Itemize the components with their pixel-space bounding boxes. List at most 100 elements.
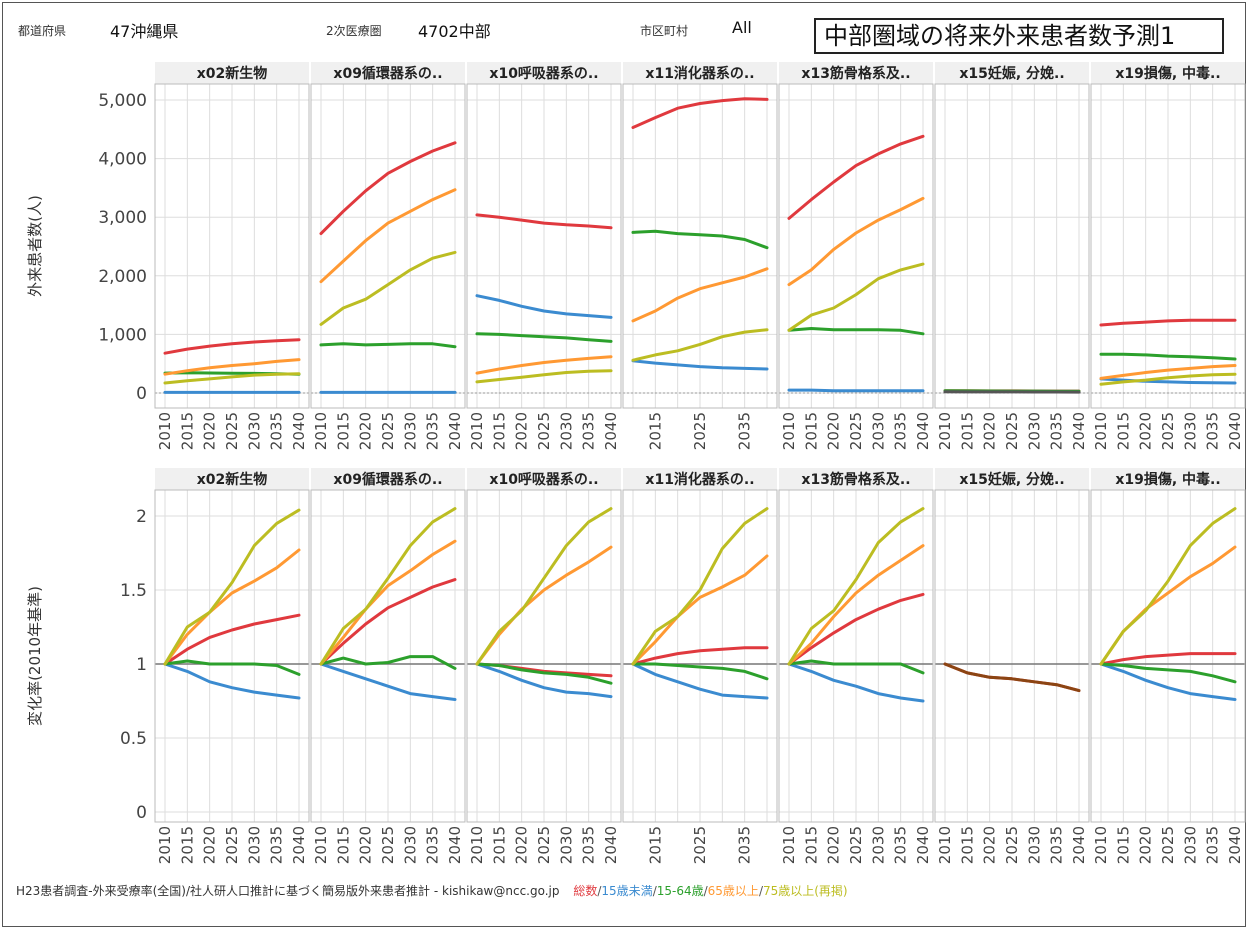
x-tick-label: 2025 [847,826,865,864]
x-tick-label: 2035 [736,412,754,450]
x-tick-label: 2030 [557,826,575,864]
panel-title: x19損傷, 中毒.. [1115,65,1220,82]
x-tick-label: 2015 [1114,412,1132,450]
x-tick-label: 2035 [580,412,598,450]
x-tick-label: 2040 [914,412,932,450]
x-tick-label: 2025 [1159,826,1177,864]
x-tick-label: 2035 [1048,412,1066,450]
y-tick-label: 2,000 [98,267,147,287]
panel-title: x10呼吸器系の.. [489,65,598,82]
x-tick-label: 2040 [1070,826,1088,864]
x-tick-label: 2025 [223,826,241,864]
x-tick-label: 2025 [535,826,553,864]
x-tick-label: 2020 [1137,826,1155,864]
x-tick-label: 2020 [981,826,999,864]
x-tick-label: 2010 [936,826,954,864]
series-line [789,390,923,391]
x-tick-label: 2020 [357,412,375,450]
x-tick-label: 2025 [379,412,397,450]
x-tick-label: 2035 [424,412,442,450]
footer: H23患者調査-外来受療率(全国)/社人研人口推計に基づく簡易版外来患者推計 -… [16,882,848,899]
x-tick-label: 2015 [490,412,508,450]
y-tick-label: 1.5 [120,581,147,601]
x-tick-label: 2025 [1003,826,1021,864]
x-tick-label: 2015 [490,826,508,864]
legend-item: 75歳以上(再掲) [763,884,848,898]
x-tick-label: 2025 [1003,412,1021,450]
panel-title: x15妊娠, 分娩.. [959,65,1064,82]
x-tick-label: 2035 [580,826,598,864]
panel-title: x11消化器系の.. [645,471,754,488]
legend: 総数/15歳未満/15-64歳/65歳以上/75歳以上(再掲) [573,884,847,898]
panel-title: x11消化器系の.. [645,65,754,82]
x-tick-label: 2010 [780,412,798,450]
legend-item: 総数 [573,884,597,898]
x-tick-label: 2025 [847,412,865,450]
y-tick-label: 1,000 [98,325,147,345]
y-tick-label: 0.5 [120,729,147,749]
x-tick-label: 2035 [268,412,286,450]
x-tick-label: 2020 [825,826,843,864]
y-axis-title: 変化率(2010年基準) [26,586,44,726]
x-tick-label: 2035 [892,412,910,450]
legend-item: 15歳未満 [601,884,652,898]
x-tick-label: 2030 [1181,826,1199,864]
legend-item: 65歳以上 [708,884,759,898]
x-tick-label: 2015 [646,826,664,864]
x-tick-label: 2010 [1092,826,1110,864]
x-tick-label: 2015 [958,412,976,450]
y-tick-label: 4,000 [98,150,147,170]
x-tick-label: 2010 [1092,412,1110,450]
x-tick-label: 2040 [290,826,308,864]
x-tick-label: 2030 [1025,412,1043,450]
chart-area: 外来患者数(人) 0 1,000 2,000 3,000 4,000 5,000 x02新生物… [0,0,1250,880]
x-tick-label: 2035 [268,826,286,864]
x-tick-label: 2020 [201,826,219,864]
x-tick-label: 2010 [312,412,330,450]
x-tick-label: 2040 [1226,412,1244,450]
x-tick-label: 2030 [1025,826,1043,864]
x-tick-label: 2010 [780,826,798,864]
x-tick-label: 2015 [178,826,196,864]
x-tick-label: 2030 [1181,412,1199,450]
x-tick-label: 2015 [646,412,664,450]
x-tick-label: 2040 [290,412,308,450]
x-tick-label: 2035 [1204,826,1222,864]
x-tick-label: 2010 [468,826,486,864]
panel-title: x09循環器系の.. [333,471,442,488]
x-tick-label: 2040 [446,412,464,450]
panel-title: x10呼吸器系の.. [489,471,598,488]
y-tick-label: 0 [136,384,147,404]
x-tick-label: 2010 [312,826,330,864]
y-tick-label: 3,000 [98,208,147,228]
x-tick-label: 2030 [869,826,887,864]
x-tick-label: 2040 [914,826,932,864]
x-tick-label: 2040 [446,826,464,864]
x-tick-label: 2030 [245,826,263,864]
x-tick-label: 2010 [156,412,174,450]
x-tick-label: 2015 [802,412,820,450]
x-tick-label: 2010 [936,412,954,450]
x-tick-label: 2030 [245,412,263,450]
x-tick-label: 2040 [602,412,620,450]
x-tick-label: 2030 [401,826,419,864]
y-axis-title: 外来患者数(人) [26,195,44,297]
x-tick-label: 2035 [1204,412,1222,450]
x-tick-label: 2015 [334,412,352,450]
x-tick-label: 2035 [892,826,910,864]
x-tick-label: 2020 [1137,412,1155,450]
x-tick-label: 2020 [513,412,531,450]
panel-title: x09循環器系の.. [333,65,442,82]
panel-title: x02新生物 [197,65,268,82]
panel-title: x15妊娠, 分娩.. [959,471,1064,488]
x-tick-label: 2015 [958,826,976,864]
x-tick-label: 2035 [1048,826,1066,864]
x-tick-label: 2020 [201,412,219,450]
x-tick-label: 2025 [691,826,709,864]
legend-item: 15-64歳 [657,884,704,898]
panel-title: x02新生物 [197,471,268,488]
x-tick-label: 2040 [602,826,620,864]
x-tick-label: 2015 [1114,826,1132,864]
panel-title: x13筋骨格系及.. [801,471,910,488]
x-tick-label: 2020 [513,826,531,864]
